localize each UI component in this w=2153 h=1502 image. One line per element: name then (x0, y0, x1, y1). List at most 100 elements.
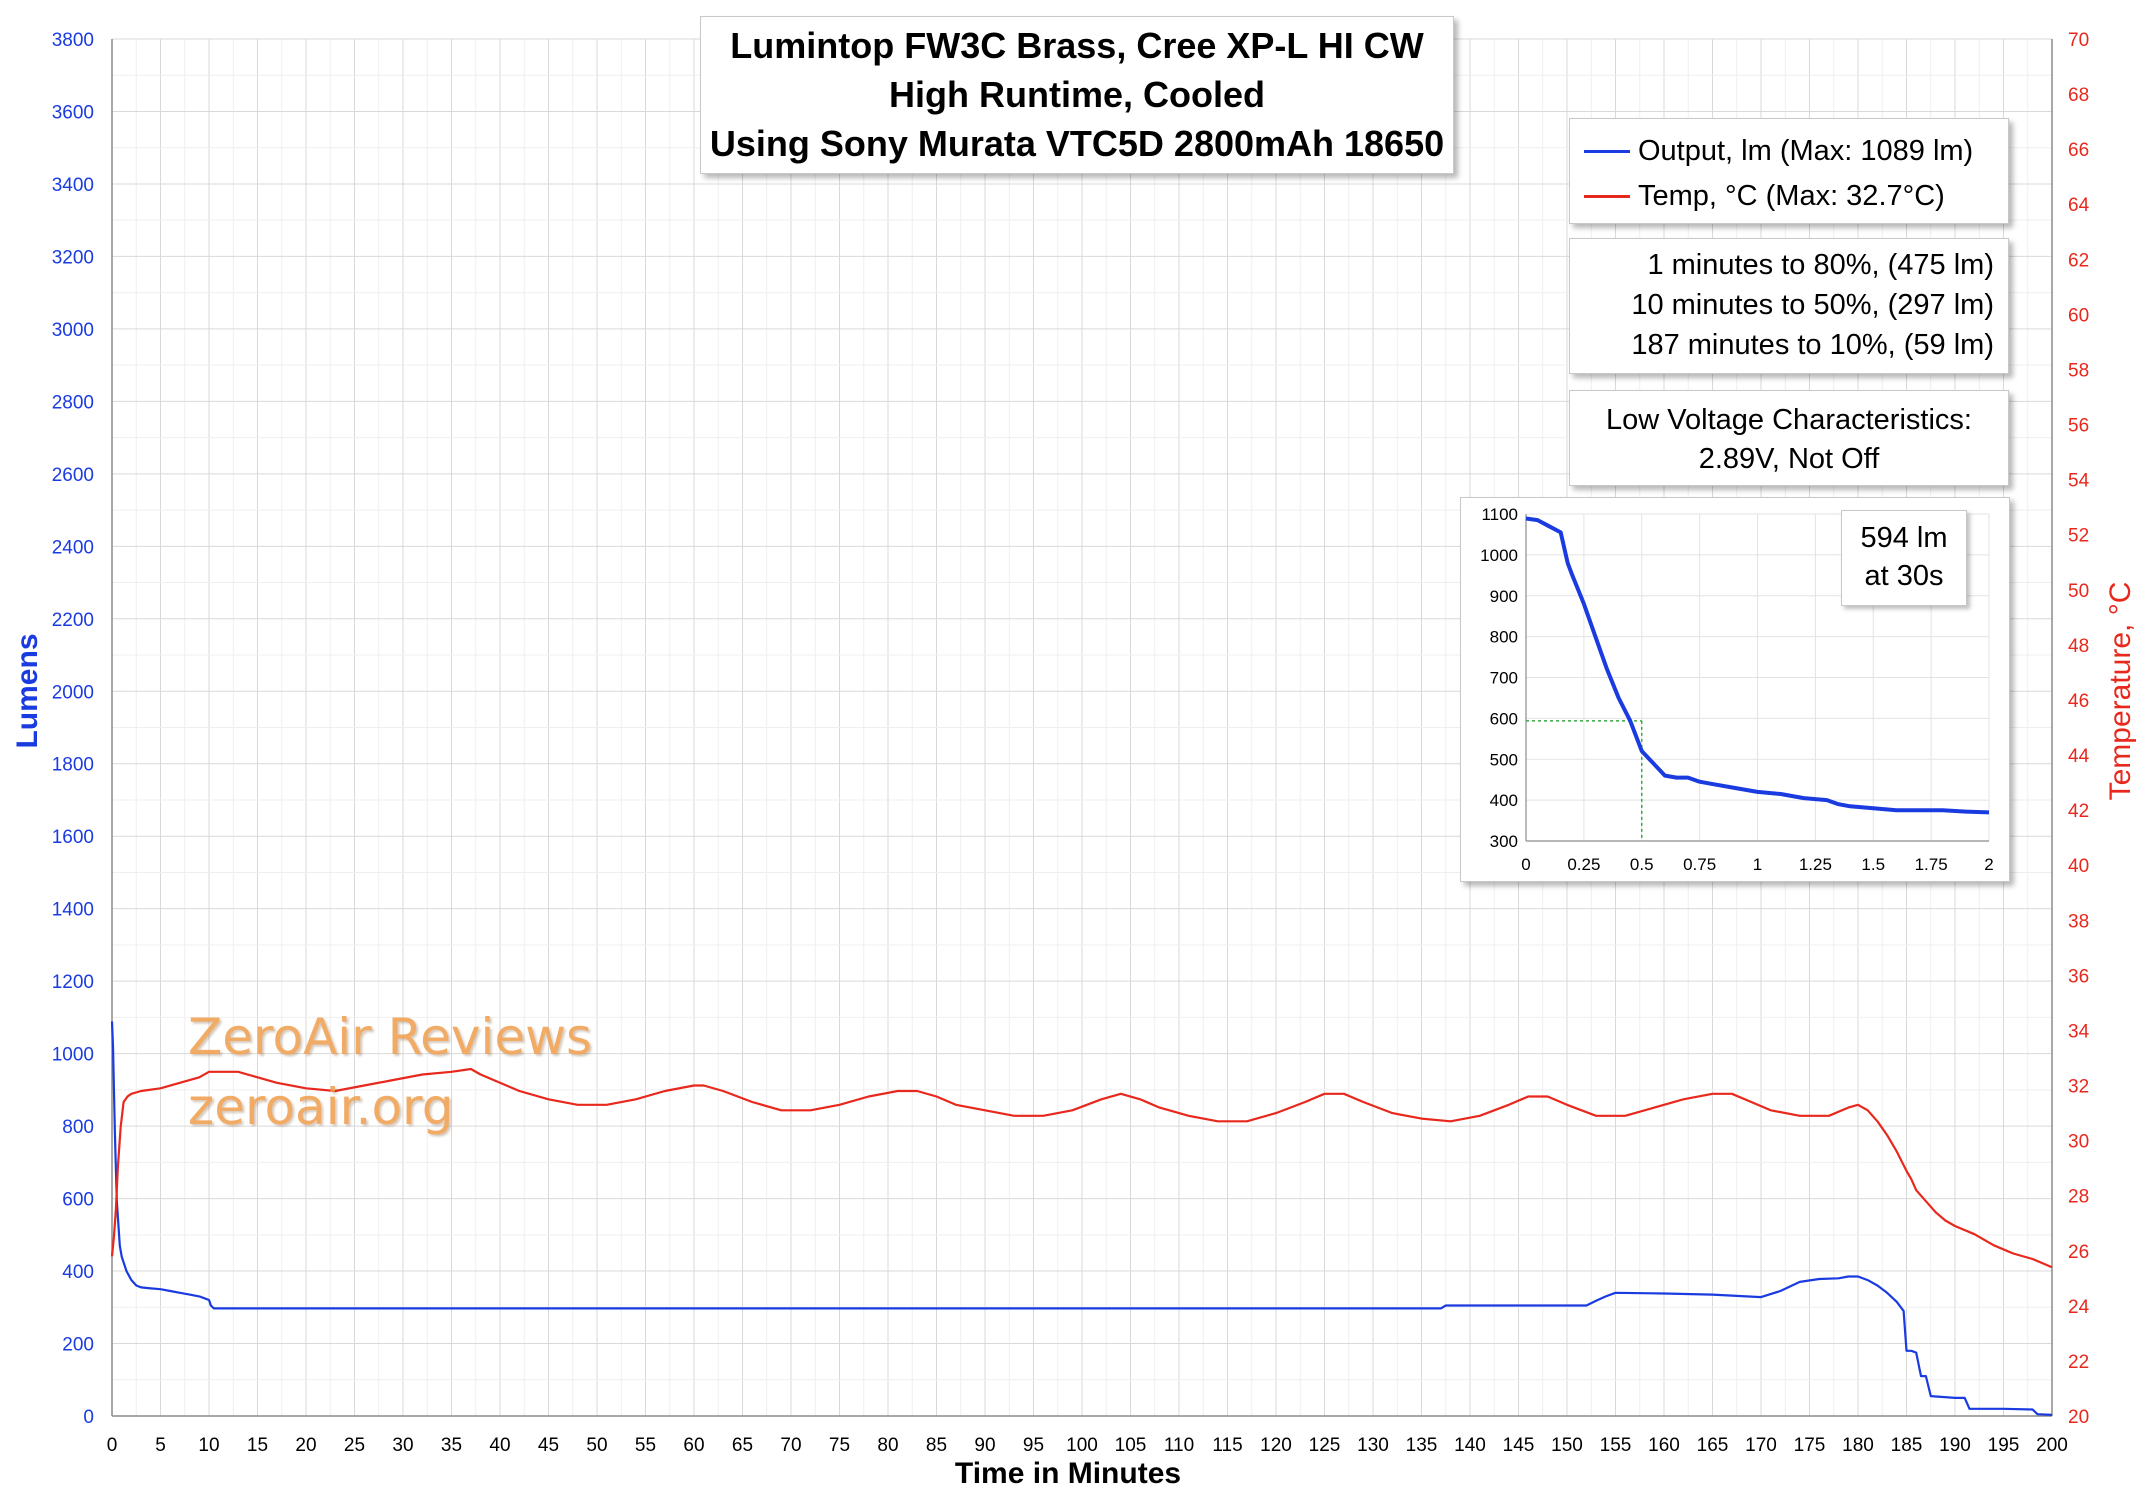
x-tick-label: 190 (1939, 1435, 1971, 1456)
x-tick-label: 25 (344, 1435, 365, 1456)
inset-y-tick-label: 500 (1490, 750, 1518, 769)
legend-swatch-output (1584, 149, 1630, 153)
inset-output-line (1525, 516, 1990, 815)
x-tick-label: 75 (829, 1435, 850, 1456)
watermark-line-1: ZeroAir Reviews (188, 1008, 593, 1066)
inset-y-tick-label: 600 (1490, 709, 1518, 728)
y-tick-label: 1200 (52, 972, 94, 993)
inset-y-tick-label: 800 (1490, 628, 1518, 647)
x-tick-label: 50 (586, 1435, 607, 1456)
legend-label-output: Output, lm (Max: 1089 lm) (1638, 134, 1974, 167)
y2-tick-label: 40 (2068, 856, 2089, 877)
y2-tick-label: 26 (2068, 1242, 2089, 1263)
x-tick-label: 200 (2036, 1435, 2068, 1456)
x-tick-label: 85 (926, 1435, 947, 1456)
x-tick-label: 150 (1551, 1435, 1583, 1456)
inset-series (1525, 516, 1990, 841)
x-tick-label: 145 (1503, 1435, 1535, 1456)
inset-x-tick-label: 1 (1753, 855, 1762, 874)
x-tick-label: 5 (155, 1435, 166, 1456)
title-line-2: High Runtime, Cooled (889, 74, 1265, 115)
x-tick-label: 90 (974, 1435, 995, 1456)
y2-tick-label: 62 (2068, 250, 2089, 271)
y2-tick-label: 64 (2068, 195, 2090, 216)
y2-tick-label: 44 (2068, 746, 2090, 767)
inset-x-tick-label: 0.75 (1683, 855, 1716, 874)
y-tick-label: 400 (62, 1262, 94, 1283)
y2-tick-label: 58 (2068, 360, 2089, 381)
x-tick-label: 170 (1745, 1435, 1777, 1456)
legend-label-temp: Temp, °C (Max: 32.7°C) (1638, 179, 1945, 212)
stat-10pct: 187 minutes to 10%, (59 lm) (1631, 329, 1994, 361)
x-tick-label: 125 (1309, 1435, 1341, 1456)
y2-tick-label: 68 (2068, 85, 2089, 106)
x-tick-label: 185 (1891, 1435, 1923, 1456)
x-tick-label: 155 (1600, 1435, 1632, 1456)
runtime-stats: 1 minutes to 80%, (475 lm) 10 minutes to… (1569, 238, 2009, 374)
chart-title: Lumintop FW3C Brass, Cree XP-L HI CW Hig… (700, 16, 1454, 174)
inset-x-tick-label: 2 (1984, 855, 1993, 874)
stat-80pct: 1 minutes to 80%, (475 lm) (1647, 249, 1994, 281)
x-tick-label: 55 (635, 1435, 656, 1456)
x-tick-label: 105 (1115, 1435, 1147, 1456)
right-axis-ticks: 20 22 24 26 28 30 32 34 36 38 40 42 44 46 48 50 52 54 56 58… (2068, 30, 2090, 1428)
x-tick-label: 135 (1406, 1435, 1438, 1456)
y2-tick-label: 38 (2068, 911, 2089, 932)
x-tick-label: 45 (538, 1435, 559, 1456)
x-tick-label: 195 (1988, 1435, 2020, 1456)
x-tick-label: 100 (1066, 1435, 1098, 1456)
y2-tick-label: 22 (2068, 1352, 2089, 1373)
inset-y-tick-label: 1100 (1481, 505, 1518, 524)
inset-x-tick-label: 0 (1521, 855, 1530, 874)
x-tick-label: 110 (1164, 1435, 1194, 1456)
y2-tick-label: 34 (2068, 1021, 2090, 1042)
y2-tick-label: 42 (2068, 801, 2089, 822)
x-tick-label: 175 (1794, 1435, 1826, 1456)
inset-y-tick-label: 900 (1490, 587, 1518, 606)
y-tick-label: 2200 (52, 610, 94, 631)
y2-tick-label: 70 (2068, 30, 2089, 51)
legend-item-output: Output, lm (Max: 1089 lm) (1584, 129, 1973, 173)
x-tick-label: 65 (732, 1435, 753, 1456)
inset-ticks: 300 400 500 600 700 800 900 1000 1100 0 0.25 0.5 0.7… (1480, 505, 1994, 874)
inset-y-tick-label: 700 (1490, 669, 1518, 688)
y2-tick-label: 52 (2068, 526, 2089, 547)
inset-x-tick-label: 1.75 (1915, 855, 1948, 874)
inset-x-tick-label: 0.5 (1630, 855, 1654, 874)
x-tick-label: 160 (1648, 1435, 1680, 1456)
y2-tick-label: 54 (2068, 471, 2090, 492)
x-tick-label: 0 (107, 1435, 118, 1456)
x-tick-label: 80 (877, 1435, 898, 1456)
low-voltage-title: Low Voltage Characteristics: (1606, 404, 1972, 436)
y-axis-label: Lumens (11, 633, 44, 748)
x-tick-label: 115 (1212, 1435, 1242, 1456)
x-tick-label: 140 (1454, 1435, 1486, 1456)
y-tick-label: 1800 (52, 755, 94, 776)
legend: Output, lm (Max: 1089 lm) Temp, °C (Max:… (1569, 118, 2009, 224)
x-tick-label: 30 (392, 1435, 413, 1456)
inset-y-tick-label: 400 (1490, 791, 1518, 810)
y2-tick-label: 60 (2068, 305, 2089, 326)
y-tick-label: 2400 (52, 537, 94, 558)
x-tick-label: 35 (441, 1435, 462, 1456)
legend-item-temp: Temp, °C (Max: 32.7°C) (1584, 174, 1945, 218)
title-line-3: Using Sony Murata VTC5D 2800mAh 18650 (709, 123, 1445, 164)
output-series-line (110, 1021, 2053, 1416)
series-lines (110, 1021, 2053, 1416)
y-tick-label: 1400 (52, 900, 94, 921)
x-tick-label: 60 (683, 1435, 704, 1456)
inset-callout: 594 lm at 30s (1841, 510, 1967, 606)
x-tick-label: 130 (1357, 1435, 1389, 1456)
inset-x-tick-label: 1.5 (1861, 855, 1885, 874)
y-tick-label: 3400 (52, 175, 94, 196)
y-tick-label: 800 (62, 1117, 94, 1138)
x-axis-ticks: 0 5 10 15 20 25 30 35 40 45 50 55 60 65 70 75 80 85 90 95 10… (107, 1435, 2068, 1456)
y2-tick-label: 28 (2068, 1187, 2089, 1208)
y2-tick-label: 48 (2068, 636, 2089, 657)
watermark-line-2: zeroair.org (188, 1078, 454, 1136)
y-tick-label: 3600 (52, 102, 94, 123)
inset-callout-line-2: at 30s (1864, 560, 1944, 592)
x-axis-label: Time in Minutes (955, 1457, 1181, 1490)
x-tick-label: 95 (1023, 1435, 1044, 1456)
legend-swatch-temp (1584, 194, 1630, 198)
